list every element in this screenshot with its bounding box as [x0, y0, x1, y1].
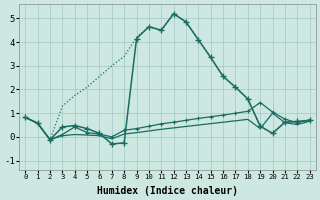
X-axis label: Humidex (Indice chaleur): Humidex (Indice chaleur) — [97, 186, 238, 196]
